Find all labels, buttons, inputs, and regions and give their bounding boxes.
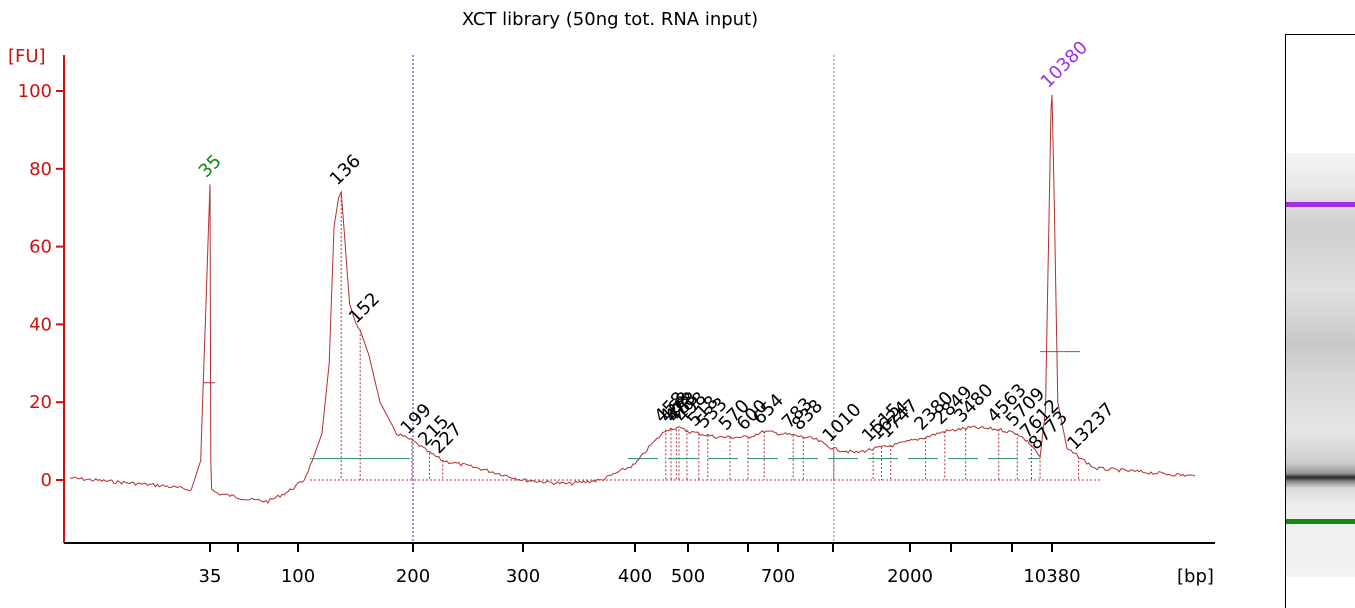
y-tick-label: 0 — [41, 470, 52, 491]
peak-label: 1010 — [818, 399, 865, 446]
y-tick-label: 40 — [29, 314, 52, 335]
peak-label: 10380 — [1037, 37, 1092, 92]
peak-label: 152 — [345, 289, 384, 328]
upper-marker-band — [1286, 202, 1355, 207]
electropherogram-trace — [69, 94, 1196, 504]
peak-label: 13237 — [1063, 399, 1118, 454]
x-tick-label: 700 — [761, 566, 795, 587]
gel-lane — [1286, 153, 1355, 577]
x-axis-label: [bp] — [1177, 566, 1214, 587]
peak-label: 35 — [195, 151, 226, 182]
x-ticks: 35 100 200 300 400 500 700 2000 10380 — [199, 543, 1081, 587]
peak-bins — [203, 192, 1100, 481]
vertical-guides — [412, 55, 835, 543]
y-tick-label: 60 — [29, 237, 52, 258]
electropherogram-chart: XCT library (50ng tot. RNA input) [FU] [… — [8, 9, 1215, 587]
x-tick-label: 400 — [618, 566, 652, 587]
x-tick-label: 2000 — [887, 566, 933, 587]
x-tick-label: 200 — [396, 566, 430, 587]
y-tick-label: 100 — [18, 81, 52, 102]
x-tick-label: 500 — [671, 566, 705, 587]
y-tick-label: 80 — [29, 159, 52, 180]
lower-marker-band — [1286, 519, 1355, 524]
axes — [63, 55, 1215, 544]
y-tick-label: 20 — [29, 392, 52, 413]
x-tick-label: 300 — [506, 566, 540, 587]
y-ticks: 0 20 40 60 80 100 — [18, 81, 64, 491]
peak-label: 136 — [326, 151, 365, 190]
x-tick-label: 35 — [199, 566, 222, 587]
x-tick-label: 100 — [281, 566, 315, 587]
gel-image — [1285, 34, 1355, 608]
y-axis-label: [FU] — [8, 46, 46, 67]
x-tick-label: 10380 — [1023, 566, 1080, 587]
chart-title: XCT library (50ng tot. RNA input) — [462, 9, 758, 30]
